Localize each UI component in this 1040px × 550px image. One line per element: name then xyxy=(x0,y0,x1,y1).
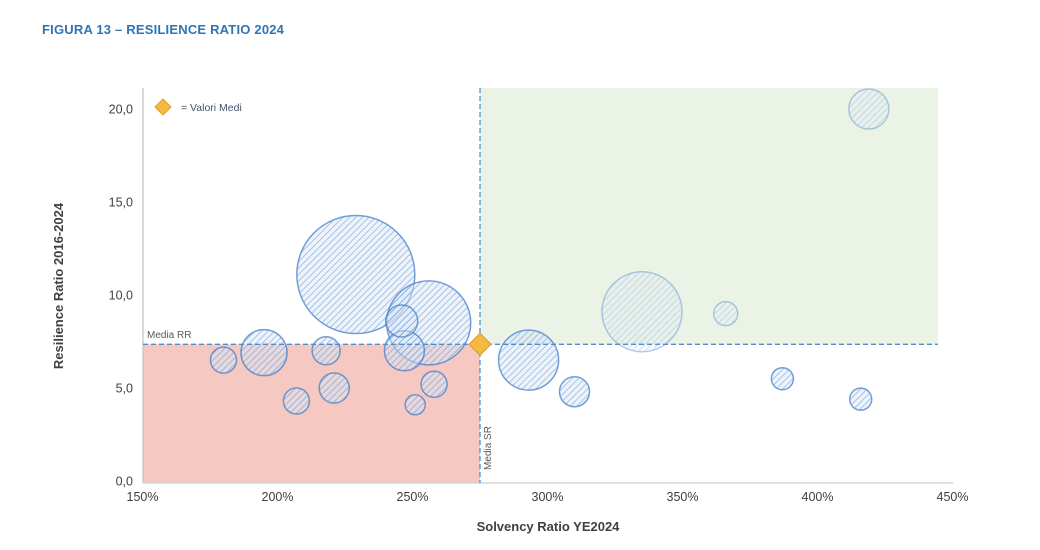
x-axis-title: Solvency Ratio YE2024 xyxy=(477,519,621,534)
bubble xyxy=(601,270,683,353)
y-tick-label: 20,0 xyxy=(109,103,133,117)
y-tick-label: 15,0 xyxy=(109,196,133,210)
red-quadrant xyxy=(143,344,480,483)
bubble xyxy=(383,330,426,372)
bubble xyxy=(318,372,350,404)
legend: = Valori Medi xyxy=(154,98,242,116)
bubble xyxy=(311,336,341,366)
x-tick-label: 400% xyxy=(802,490,834,504)
bubble xyxy=(848,387,873,411)
x-tick-label: 450% xyxy=(937,490,969,504)
axis-lines xyxy=(142,88,953,484)
x-tick-label: 200% xyxy=(262,490,294,504)
y-tick-label: 10,0 xyxy=(109,289,133,303)
bubble xyxy=(384,304,419,338)
x-tick-label: 350% xyxy=(667,490,699,504)
legend-diamond-icon xyxy=(154,98,172,116)
bubble xyxy=(282,387,311,415)
bubble xyxy=(296,214,416,335)
y-tick-label: 0,0 xyxy=(116,475,133,489)
y-axis-title: Resilience Ratio 2016-2024 xyxy=(51,202,66,369)
bubble xyxy=(497,329,560,391)
bubble xyxy=(240,328,288,377)
x-tick-label: 250% xyxy=(397,490,429,504)
mean-point-marker xyxy=(468,332,492,356)
bubble xyxy=(209,346,238,374)
y-tick-label: 5,0 xyxy=(116,382,133,396)
bubble xyxy=(420,370,448,399)
axis-tick-labels: 150% 200% 250% 300% 350% 400% 450% 0,0 5,0 10,0 15… xyxy=(109,103,969,505)
green-quadrant xyxy=(480,88,938,345)
quadrant-regions xyxy=(143,88,938,483)
bubble xyxy=(848,88,890,130)
bubble xyxy=(404,393,426,416)
bubble xyxy=(770,366,795,391)
legend-label: = Valori Medi xyxy=(181,102,242,114)
media-rr-label: Media RR xyxy=(147,330,191,341)
x-tick-label: 150% xyxy=(127,490,159,504)
mean-dashed-lines xyxy=(143,88,938,483)
x-tick-label: 300% xyxy=(532,490,564,504)
media-sr-label: Media SR xyxy=(483,426,494,470)
bubble xyxy=(558,375,591,408)
bubble xyxy=(712,300,739,327)
mean-diamond-icon xyxy=(468,332,492,356)
figure-title: FIGURA 13 – RESILIENCE RATIO 2024 xyxy=(42,22,285,37)
